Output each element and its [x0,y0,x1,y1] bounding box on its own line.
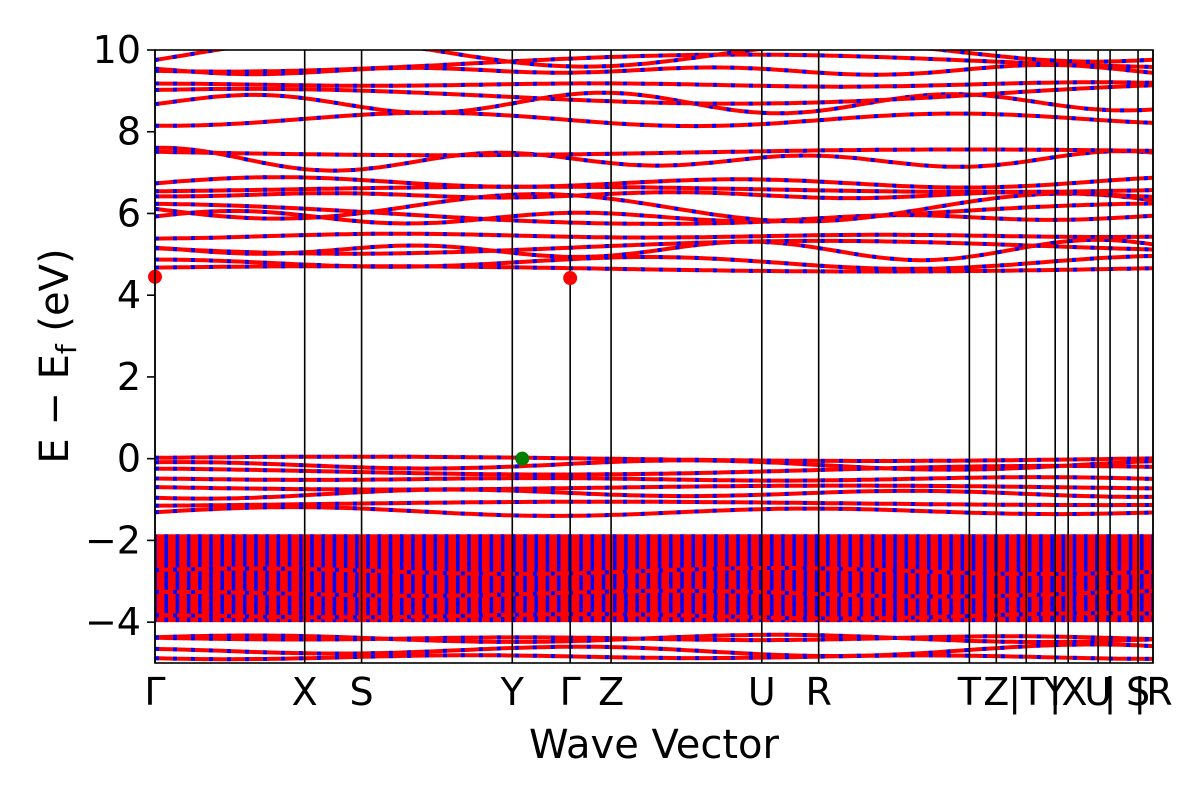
axes-frame [154,49,1154,664]
x-tick-label-3: Y [500,670,525,714]
conduction-band-2-red [155,237,1153,263]
x-tick-label-4: Γ [560,670,581,714]
valence-top-band-3-blue [155,475,1153,483]
y-tick-label-0: −4 [85,600,141,644]
x-tick-label-0: Γ [144,670,165,714]
x-tick-label-15: S [1126,670,1150,714]
x-tick-label-10: |T [1008,670,1045,715]
x-tick-label-12: |X [1049,670,1088,715]
conduction-band-15-red [155,83,1153,106]
conduction-band-13-red [155,110,1153,129]
valence-manifold-fill [155,534,1153,623]
conduction-band-11-red [155,145,1153,173]
y-tick-label-6: 8 [117,110,141,154]
y-tick-label-1: −2 [85,518,141,562]
valence-bottom-band-1-red [155,642,1153,658]
y-tick-label-3: 2 [117,355,141,399]
conduction-band-0-blue [155,264,1153,274]
valence-inner-band-0-blue [155,566,1153,576]
valence-bottom-band-2-blue [155,653,1153,662]
conduction-band-6-red [155,201,1153,226]
x-axis-ticks: Γ X S Y Γ Z U R T Z|T Y|XU| S|R [144,670,1172,715]
valence-top-band-2-blue [155,463,1153,477]
y-tick-label-7: 10 [93,28,141,72]
x-tick-label-13: U [1084,670,1112,714]
conduction-band-7-red [155,191,1153,224]
x-tick-label-6: U [748,670,776,714]
y-axis-ticks: −4 −2 0 2 4 6 8 10 [85,28,155,644]
conduction-band-3-red [155,238,1153,256]
x-tick-label-1: X [292,670,318,714]
x-tick-label-14: | [1104,670,1117,715]
valence-inner-band-1-blue [155,588,1153,599]
x-tick-label-7: R [805,670,831,714]
x-tick-label-11: Y [1043,670,1068,714]
plot-area [155,50,1153,662]
conduction-band-10-red [155,175,1153,190]
conduction-band-4-blue [155,231,1153,241]
conduction-band-9-blue [155,184,1153,195]
x-tick-label-9: Z [983,670,1009,714]
conduction-band-1-red [155,254,1153,271]
x-tick-label-8: T [957,670,982,714]
x-tick-label-16: |R [1133,670,1172,715]
valence-inner-band-2-blue [155,611,1153,621]
conduction-band-18-red [155,52,1153,74]
x-tick-label-5: Z [598,670,624,714]
x-axis-label: Wave Vector [529,722,780,768]
marker-vbm [515,451,530,466]
valence-inner-band-3-blue [155,634,1153,643]
valence-top-band-6-blue [155,499,1153,508]
valence-top-band-0-blue [155,454,1153,463]
valence-top-band-1-red [155,458,1153,472]
y-tick-label-5: 6 [117,191,141,235]
valence-top-band-5-red [155,487,1153,501]
y-tick-label-4: 4 [117,273,141,317]
y-axis-label-main: E − E [32,354,78,464]
conduction-band-12-blue [155,147,1153,158]
x-tick-label-2: S [350,670,374,714]
y-axis-label-unit: (eV) [32,248,78,344]
y-axis-label-sub: f [50,343,83,354]
marker-cbm [563,271,578,286]
valence-top-band-7-red [155,505,1153,518]
conduction-band-16-blue [155,80,1153,89]
conduction-band-19-red [155,50,1153,69]
valence-top-band-4-blue [155,483,1153,492]
y-tick-label-2: 0 [117,437,141,481]
y-axis-label: E − Ef (eV) [32,248,83,463]
